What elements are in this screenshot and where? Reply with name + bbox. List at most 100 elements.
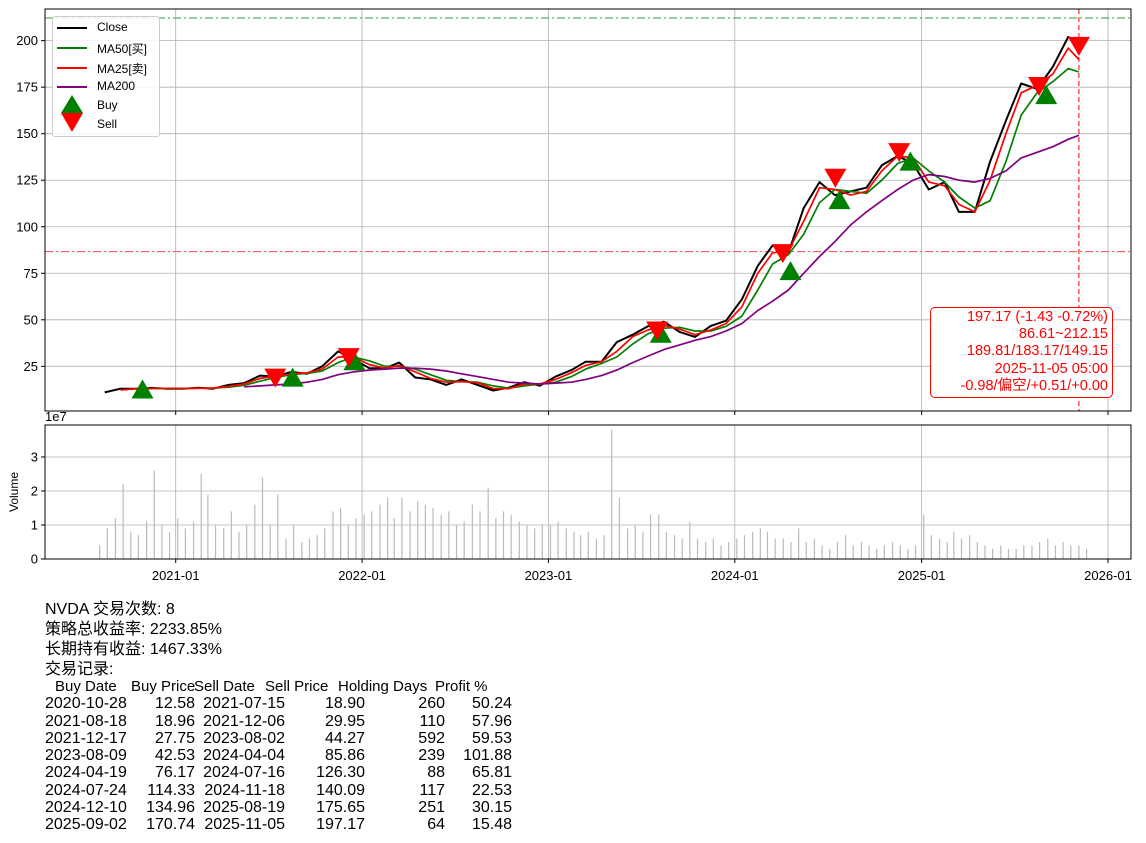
table-row: 2024-04-19 76.17 2024-07-16 126.30 88 65.81 [45, 764, 565, 781]
table-cell: 44.27 [324, 729, 365, 747]
volume-bar [712, 538, 714, 559]
volume-tick-label: 2 [31, 483, 38, 498]
volume-bar [557, 521, 559, 559]
legend-swatch-close [57, 27, 87, 29]
table-cell: 2024-04-19 [45, 764, 127, 782]
volume-bar [891, 541, 894, 559]
volume-bar [230, 511, 232, 559]
volume-bar [207, 494, 209, 559]
annotation-signal: -0.98/偏空/+0.51/+0.00 [960, 377, 1108, 394]
table-cell: 2025-08-19 [203, 799, 285, 817]
volume-bar [510, 514, 512, 559]
volume-bar [976, 541, 978, 559]
table-cell: 197.17 [316, 816, 365, 834]
sell-marker [824, 168, 847, 188]
volume-bar [277, 494, 279, 559]
table-cell: 12.58 [154, 695, 195, 713]
volume-bar [363, 514, 365, 559]
table-cell: 239 [418, 747, 445, 765]
volume-bar [1007, 548, 1010, 559]
buy-triangle-icon [61, 95, 83, 113]
volume-bar [689, 521, 691, 559]
volume-bar [114, 518, 117, 559]
summary-block: NVDA 交易次数: 8 策略总收益率: 2233.85% 长期持有收益: 14… [45, 600, 222, 680]
table-cell: 64 [427, 816, 445, 834]
volume-bar [844, 535, 847, 559]
volume-bar [752, 531, 754, 559]
y-tick-label: 75 [24, 266, 38, 281]
x-tick-label: 2022-01 [338, 568, 386, 583]
table-cell: 592 [418, 729, 445, 747]
volume-bar [611, 429, 613, 559]
trade-count: NVDA 交易次数: 8 [45, 601, 175, 618]
table-cell: 140.09 [316, 781, 365, 799]
volume-scale-label: 1e7 [45, 409, 67, 424]
volume-bar [829, 548, 831, 559]
table-header-row: Buy Date Buy Price Sell Date Sell Price Hold… [45, 678, 565, 695]
sell-triangle-icon [61, 113, 83, 132]
table-cell: 85.86 [324, 747, 365, 765]
volume-bar [992, 548, 994, 559]
table-cell: 15.48 [471, 816, 512, 834]
volume-bar [860, 541, 863, 559]
volume-bar [626, 528, 629, 559]
volume-bar [424, 504, 426, 559]
table-cell: 2024-07-24 [45, 781, 127, 799]
volume-bar [214, 524, 217, 559]
y-tick-label: 25 [24, 359, 38, 374]
volume-bar [347, 524, 349, 559]
table-row: 2025-09-02 170.74 2025-11-05 197.17 64 15.48 [45, 816, 565, 833]
legend-ma25: MA25[卖] [97, 62, 148, 76]
table-cell: 110 [419, 712, 445, 730]
x-tick-label: 2025-01 [898, 568, 946, 583]
table-cell: 2020-10-28 [45, 695, 127, 713]
volume-bar [634, 524, 636, 559]
legend-ma50: MA50[买] [97, 42, 148, 56]
table-cell: 59.53 [471, 729, 512, 747]
volume-bar [907, 548, 909, 559]
volume-bar [487, 487, 489, 559]
volume-bar [332, 511, 334, 559]
volume-bar [479, 511, 481, 559]
table-cell: 175.65 [316, 799, 365, 817]
y-tick-label: 50 [24, 312, 38, 327]
table-cell: 50.24 [471, 695, 512, 713]
table-cell: 22.53 [471, 781, 512, 799]
table-cell: 57.96 [471, 712, 512, 730]
volume-bar [805, 541, 807, 559]
legend-sell: Sell [97, 117, 118, 131]
volume-tick-label: 3 [31, 449, 38, 464]
x-tick-label: 2026-01 [1084, 568, 1132, 583]
volume-bar [821, 545, 823, 559]
volume-tick-label: 0 [31, 552, 38, 567]
legend-swatch-ma200 [57, 86, 87, 88]
volume-bar [728, 541, 730, 559]
y-tick-label: 125 [16, 173, 38, 188]
column-header: Sell Price [265, 678, 329, 695]
volume-bar [549, 524, 552, 559]
volume-bar [969, 535, 971, 559]
table-cell: 27.75 [154, 729, 195, 747]
volume-bar [471, 504, 473, 559]
table-cell: 18.90 [324, 695, 365, 713]
buy-marker [779, 261, 802, 281]
volume-bar [852, 545, 854, 559]
volume-bar [658, 514, 660, 559]
volume-bar [960, 538, 963, 559]
volume-bar [192, 521, 195, 559]
table-cell: 76.17 [154, 764, 195, 782]
volume-bar [938, 538, 941, 559]
volume-bar [642, 531, 644, 559]
table-cell: 2023-08-09 [45, 747, 127, 765]
volume-bar [743, 535, 746, 559]
table-cell: 30.15 [471, 799, 512, 817]
volume-bar [603, 535, 605, 559]
sell-marker [1067, 36, 1090, 56]
sell-marker [771, 244, 794, 264]
volume-bar [534, 528, 536, 559]
annotation-range: 86.61~212.15 [1018, 326, 1108, 343]
volume-bar [386, 497, 389, 559]
volume-bar [246, 524, 248, 559]
volume-bar [177, 518, 179, 559]
table-cell: 18.96 [154, 712, 195, 730]
